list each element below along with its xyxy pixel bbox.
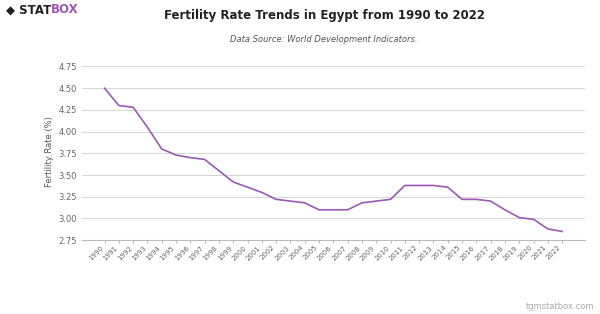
Text: Fertility Rate Trends in Egypt from 1990 to 2022: Fertility Rate Trends in Egypt from 1990… [163,9,485,22]
Text: tgmstatbox.com: tgmstatbox.com [526,302,594,311]
Text: Data Source: World Development Indicators.: Data Source: World Development Indicator… [230,35,418,44]
Text: ◆ STAT: ◆ STAT [6,3,51,16]
Y-axis label: Fertility Rate (%): Fertility Rate (%) [45,116,54,187]
Text: BOX: BOX [51,3,79,16]
